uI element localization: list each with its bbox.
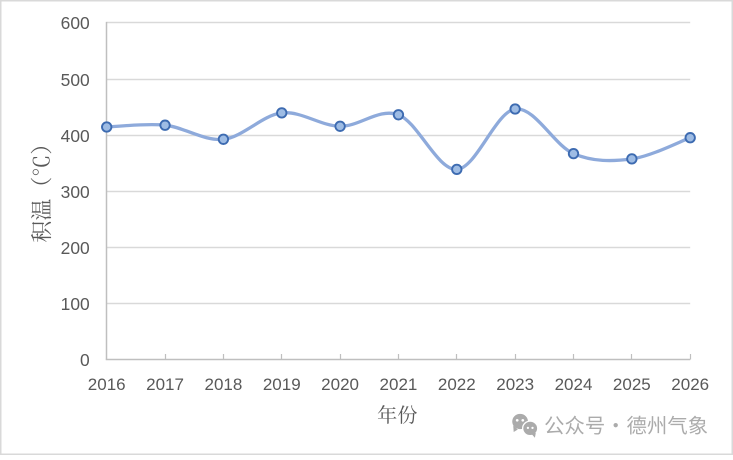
svg-text:2019: 2019 xyxy=(263,375,301,394)
svg-text:2021: 2021 xyxy=(380,375,418,394)
svg-text:2026: 2026 xyxy=(671,375,709,394)
svg-text:2020: 2020 xyxy=(321,375,359,394)
svg-text:300: 300 xyxy=(61,182,90,202)
svg-text:2016: 2016 xyxy=(88,375,126,394)
svg-text:2022: 2022 xyxy=(438,375,476,394)
svg-text:0: 0 xyxy=(80,350,90,370)
svg-text:400: 400 xyxy=(61,126,90,146)
svg-text:2024: 2024 xyxy=(555,375,593,394)
svg-text:100: 100 xyxy=(61,294,90,314)
svg-text:500: 500 xyxy=(61,70,90,90)
svg-text:2023: 2023 xyxy=(496,375,534,394)
svg-text:2017: 2017 xyxy=(146,375,184,394)
svg-text:600: 600 xyxy=(61,13,90,33)
svg-text:200: 200 xyxy=(61,238,90,258)
svg-text:2025: 2025 xyxy=(613,375,651,394)
svg-text:2018: 2018 xyxy=(204,375,242,394)
